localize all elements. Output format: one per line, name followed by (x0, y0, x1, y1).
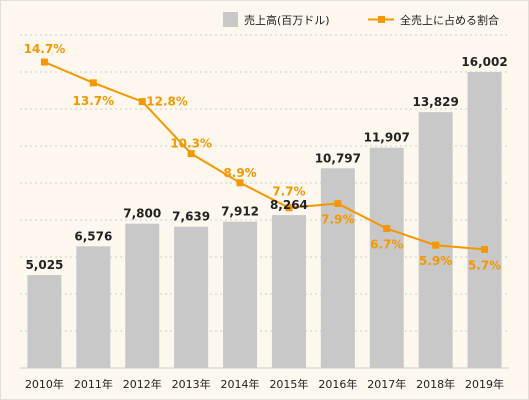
bar-value-label: 6,576 (74, 229, 112, 243)
line-marker (187, 150, 195, 158)
bar-value-label: 11,907 (364, 131, 410, 145)
line-marker (138, 98, 146, 106)
x-tick-label: 2019年 (465, 377, 504, 391)
bar-value-label: 5,025 (25, 258, 63, 272)
line-marker (285, 204, 293, 212)
share-value-label: 5.7% (468, 258, 501, 272)
x-axis: 2010年 2011年 2012年 2013年 2014年 2015年 2016年 2017年… (25, 377, 504, 391)
bar (320, 168, 355, 368)
line-marker (481, 245, 489, 253)
share-value-label: 14.7% (24, 42, 66, 56)
legend-line-marker (378, 16, 385, 23)
line-marker (432, 241, 440, 249)
bar (76, 246, 111, 368)
share-value-label: 5.9% (419, 254, 452, 268)
bar-value-label: 8,264 (270, 198, 308, 212)
bar (271, 215, 306, 368)
share-value-label: 10.3% (170, 137, 212, 151)
legend-line-label: 全売上に占める割合 (400, 13, 499, 27)
bar-value-label: 16,002 (461, 55, 507, 69)
line-marker (383, 225, 391, 233)
share-line (44, 61, 485, 251)
bar (174, 226, 209, 368)
x-tick-label: 2017年 (367, 377, 406, 391)
x-tick-label: 2014年 (221, 377, 260, 391)
share-value-label: 13.7% (73, 94, 115, 108)
bar-series (27, 71, 502, 368)
x-tick-label: 2010年 (25, 377, 64, 391)
bar (418, 112, 453, 368)
bar-value-label: 7,912 (221, 205, 259, 219)
bar (369, 147, 404, 368)
data-labels: 5,025 6,576 7,800 7,639 7,912 8,264 10,79711,9… (24, 42, 508, 272)
share-value-label: 7.7% (272, 185, 305, 199)
line-marker (40, 58, 48, 66)
x-tick-label: 2012年 (123, 377, 162, 391)
share-value-label: 6.7% (370, 238, 403, 252)
share-value-label: 7.9% (321, 213, 354, 227)
x-tick-label: 2015年 (269, 377, 308, 391)
share-value-label: 12.8% (146, 95, 188, 109)
bar (27, 275, 62, 368)
bar-value-label: 13,829 (412, 95, 458, 109)
line-marker (89, 79, 97, 87)
line-marker (236, 179, 244, 187)
bar (125, 223, 160, 368)
bar (223, 221, 258, 368)
legend-bar-swatch (223, 12, 238, 27)
share-value-label: 8.9% (223, 166, 256, 180)
bar-value-label: 10,797 (315, 151, 361, 165)
x-tick-label: 2016年 (318, 377, 357, 391)
line-marker (334, 200, 342, 208)
x-tick-label: 2011年 (74, 377, 113, 391)
legend: 売上高(百万ドル) 全売上に占める割合 (223, 12, 499, 27)
bar-value-label: 7,800 (123, 207, 161, 221)
x-tick-label: 2013年 (172, 377, 211, 391)
bar-value-label: 7,639 (172, 210, 210, 224)
x-tick-label: 2018年 (416, 377, 455, 391)
legend-bar-label: 売上高(百万ドル) (244, 13, 330, 27)
line-series (40, 58, 489, 253)
bar (467, 71, 502, 368)
